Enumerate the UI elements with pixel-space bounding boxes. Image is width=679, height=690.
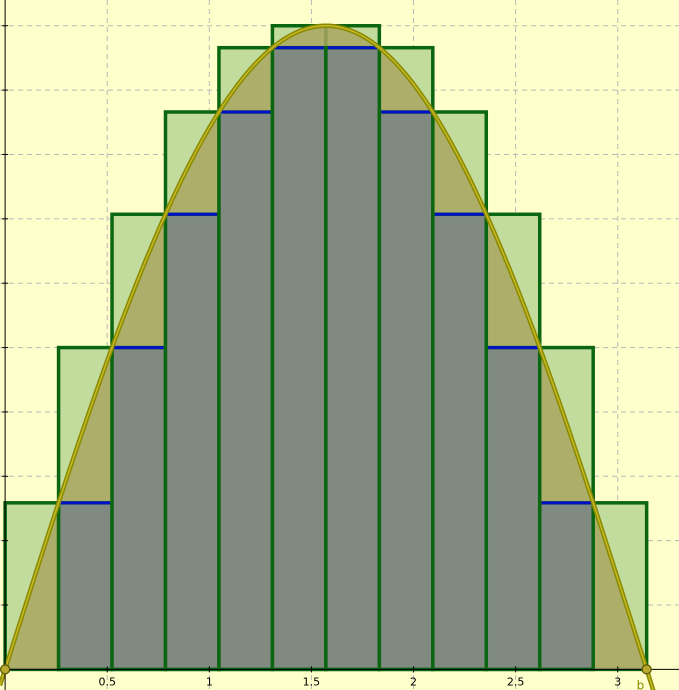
x-tick-label-5: 3 [614,675,621,688]
lower-sum-rect-1 [59,503,112,670]
point-b [642,665,651,674]
point-label-b: b [637,678,645,690]
x-tick-label-2: 1.5 [303,675,321,688]
lower-sum-rect-5 [272,48,325,670]
x-tick-label-3: 2 [410,675,417,688]
point-a [1,665,10,674]
lower-sum-rect-7 [379,112,432,669]
lower-sum-rect-9 [486,348,539,670]
lower-sum-rect-4 [219,112,272,669]
lower-sum-rect-10 [540,503,593,670]
lower-sum-rect-8 [433,214,486,669]
lower-sum-rect-3 [165,214,218,669]
x-tick-label-0: 0.5 [98,675,116,688]
lower-sum-rect-2 [112,348,165,670]
x-tick-label-4: 2.5 [507,675,525,688]
lower-sum-rect-6 [326,48,379,670]
x-tick-label-1: 1 [206,675,213,688]
